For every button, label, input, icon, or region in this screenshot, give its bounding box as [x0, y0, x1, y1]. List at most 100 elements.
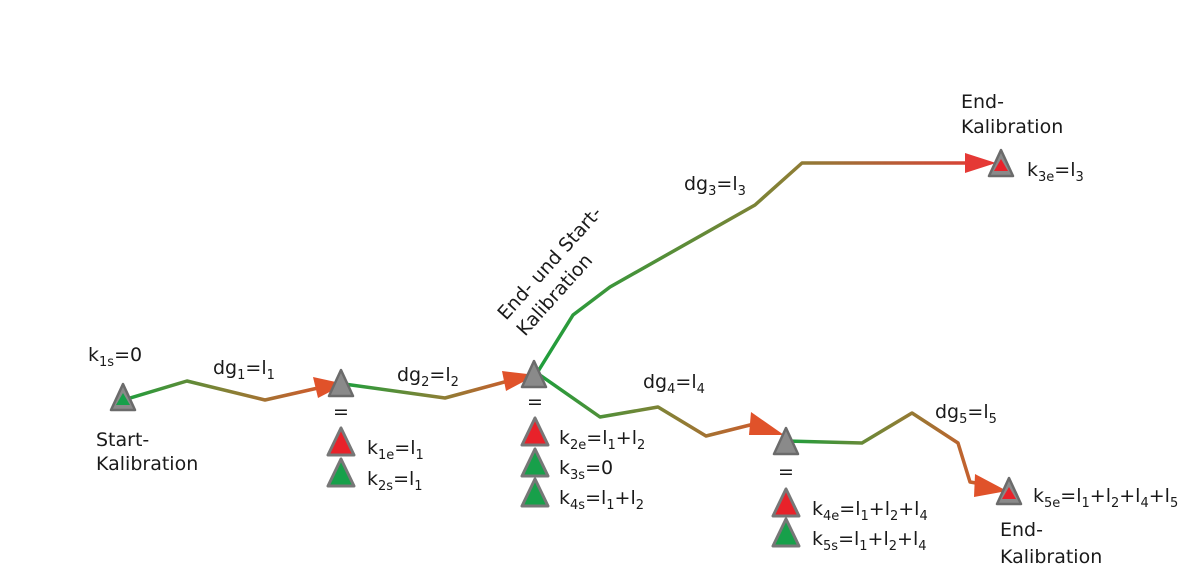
- path-line: [785, 411, 983, 486]
- formula-text: +l: [898, 498, 919, 520]
- formula-k4e: k4e=l1+l2+l4: [812, 498, 928, 524]
- end-label-3: Kalibration: [961, 116, 1063, 138]
- green-marker-icon: [520, 447, 550, 478]
- marker-stack-node-1: [326, 426, 356, 488]
- green-marker-icon: [520, 477, 550, 508]
- subscript: 1: [1082, 496, 1090, 511]
- formula-text: dg: [397, 364, 421, 386]
- arrow-head-icon: [749, 412, 784, 435]
- formula-text: +l: [897, 528, 918, 550]
- formula-k3s: k3s=0: [559, 457, 613, 483]
- formula-text: +l: [868, 528, 889, 550]
- subscript: 4: [697, 382, 705, 397]
- segment-label: dg1=l1: [213, 357, 275, 383]
- formula-k4s: k4s=l1+l2: [559, 487, 644, 513]
- formula-text: =l: [394, 437, 415, 459]
- formula-text: k: [559, 427, 570, 449]
- path-line: [343, 379, 509, 400]
- formula-text: k: [1033, 485, 1044, 507]
- red-marker-icon: [326, 426, 356, 457]
- subscript: 2: [890, 509, 898, 524]
- subscript: 3: [708, 184, 716, 199]
- formula-text: k: [812, 498, 823, 520]
- formula-text: =l: [967, 401, 988, 423]
- end-label-3: End-: [961, 91, 1004, 113]
- subscript: 2: [451, 375, 459, 390]
- equals-sign: =: [333, 401, 349, 423]
- formula-text: =l: [838, 528, 859, 550]
- subscript: 5: [959, 412, 967, 427]
- node-triangle-icon: [772, 426, 800, 456]
- subscript: 2: [1111, 496, 1119, 511]
- green-marker-icon: [116, 393, 130, 405]
- green-marker-icon: [326, 457, 356, 488]
- marker-stack-node-4: [771, 487, 801, 548]
- subscript: 2: [889, 539, 897, 554]
- subscript: 5: [1170, 496, 1178, 511]
- subscript: 1: [237, 368, 245, 383]
- formula-text: dg: [684, 173, 708, 195]
- formula-k1s: k1s=0: [88, 344, 142, 370]
- segment-label: dg2=l2: [397, 364, 459, 390]
- segment-label: dg5=l5: [935, 401, 997, 427]
- segment-label: dg3=l3: [684, 173, 746, 199]
- formula-text: k: [88, 344, 99, 366]
- segment-dg3: [535, 153, 996, 374]
- subscript: 5: [989, 412, 997, 427]
- formula-k1e: k1e=l1: [367, 437, 424, 463]
- formula-k5s: k5s=l1+l2+l4: [812, 528, 927, 554]
- formula-text: =l: [675, 371, 696, 393]
- subscript: 1s: [99, 355, 114, 370]
- formula-text: =l: [429, 364, 450, 386]
- formula-text: dg: [643, 371, 667, 393]
- formula-text: k: [559, 487, 570, 509]
- node-triangle-icon: [520, 359, 548, 389]
- formula-k2s: k2s=l1: [367, 468, 423, 494]
- node-1: [327, 368, 355, 398]
- end-label-5: Kalibration: [1000, 546, 1102, 568]
- subscript: 1: [859, 539, 867, 554]
- formula-text: k: [367, 468, 378, 490]
- subscript: 2s: [378, 479, 393, 494]
- subscript: 1e: [378, 448, 394, 463]
- formula-text: +l: [869, 498, 890, 520]
- start-label: Kalibration: [96, 453, 198, 475]
- subscript: 1: [606, 498, 614, 513]
- formula-text: =l: [586, 427, 607, 449]
- subscript: 2: [636, 498, 644, 513]
- node-3: [987, 148, 1015, 178]
- formula-text: +l: [615, 487, 636, 509]
- formula-k2e: k2e=l1+l2: [559, 427, 645, 453]
- node-2: [520, 359, 548, 389]
- red-marker-icon: [520, 416, 550, 447]
- red-marker-icon: [771, 487, 801, 518]
- subscript: 1: [267, 368, 275, 383]
- subscript: 5s: [823, 539, 838, 554]
- path-line: [126, 379, 319, 402]
- subscript: 2e: [570, 438, 586, 453]
- formula-text: =0: [114, 344, 142, 366]
- marker-stack-node-2: [520, 416, 550, 508]
- subscript: 4s: [570, 498, 585, 513]
- formula-text: =l: [1060, 485, 1081, 507]
- formula-text: =l: [716, 173, 737, 195]
- red-marker-icon: [1002, 487, 1016, 499]
- subscript: 3: [738, 184, 746, 199]
- subscript: 4: [918, 539, 926, 554]
- subscript: 1: [861, 509, 869, 524]
- subscript: 2: [421, 375, 429, 390]
- formula-text: =l: [393, 468, 414, 490]
- green-marker-icon: [771, 517, 801, 548]
- formula-text: =l: [585, 487, 606, 509]
- formula-text: +l: [1119, 485, 1140, 507]
- formula-text: dg: [213, 357, 237, 379]
- segment-dg1: [126, 377, 345, 402]
- subscript: 1: [608, 438, 616, 453]
- equals-sign: =: [778, 461, 794, 483]
- subscript: 4e: [823, 509, 839, 524]
- formula-text: k: [1027, 159, 1038, 181]
- formula-text: k: [812, 528, 823, 550]
- start-label: Start-: [96, 429, 149, 451]
- equals-sign: =: [527, 391, 543, 413]
- formula-text: dg: [935, 401, 959, 423]
